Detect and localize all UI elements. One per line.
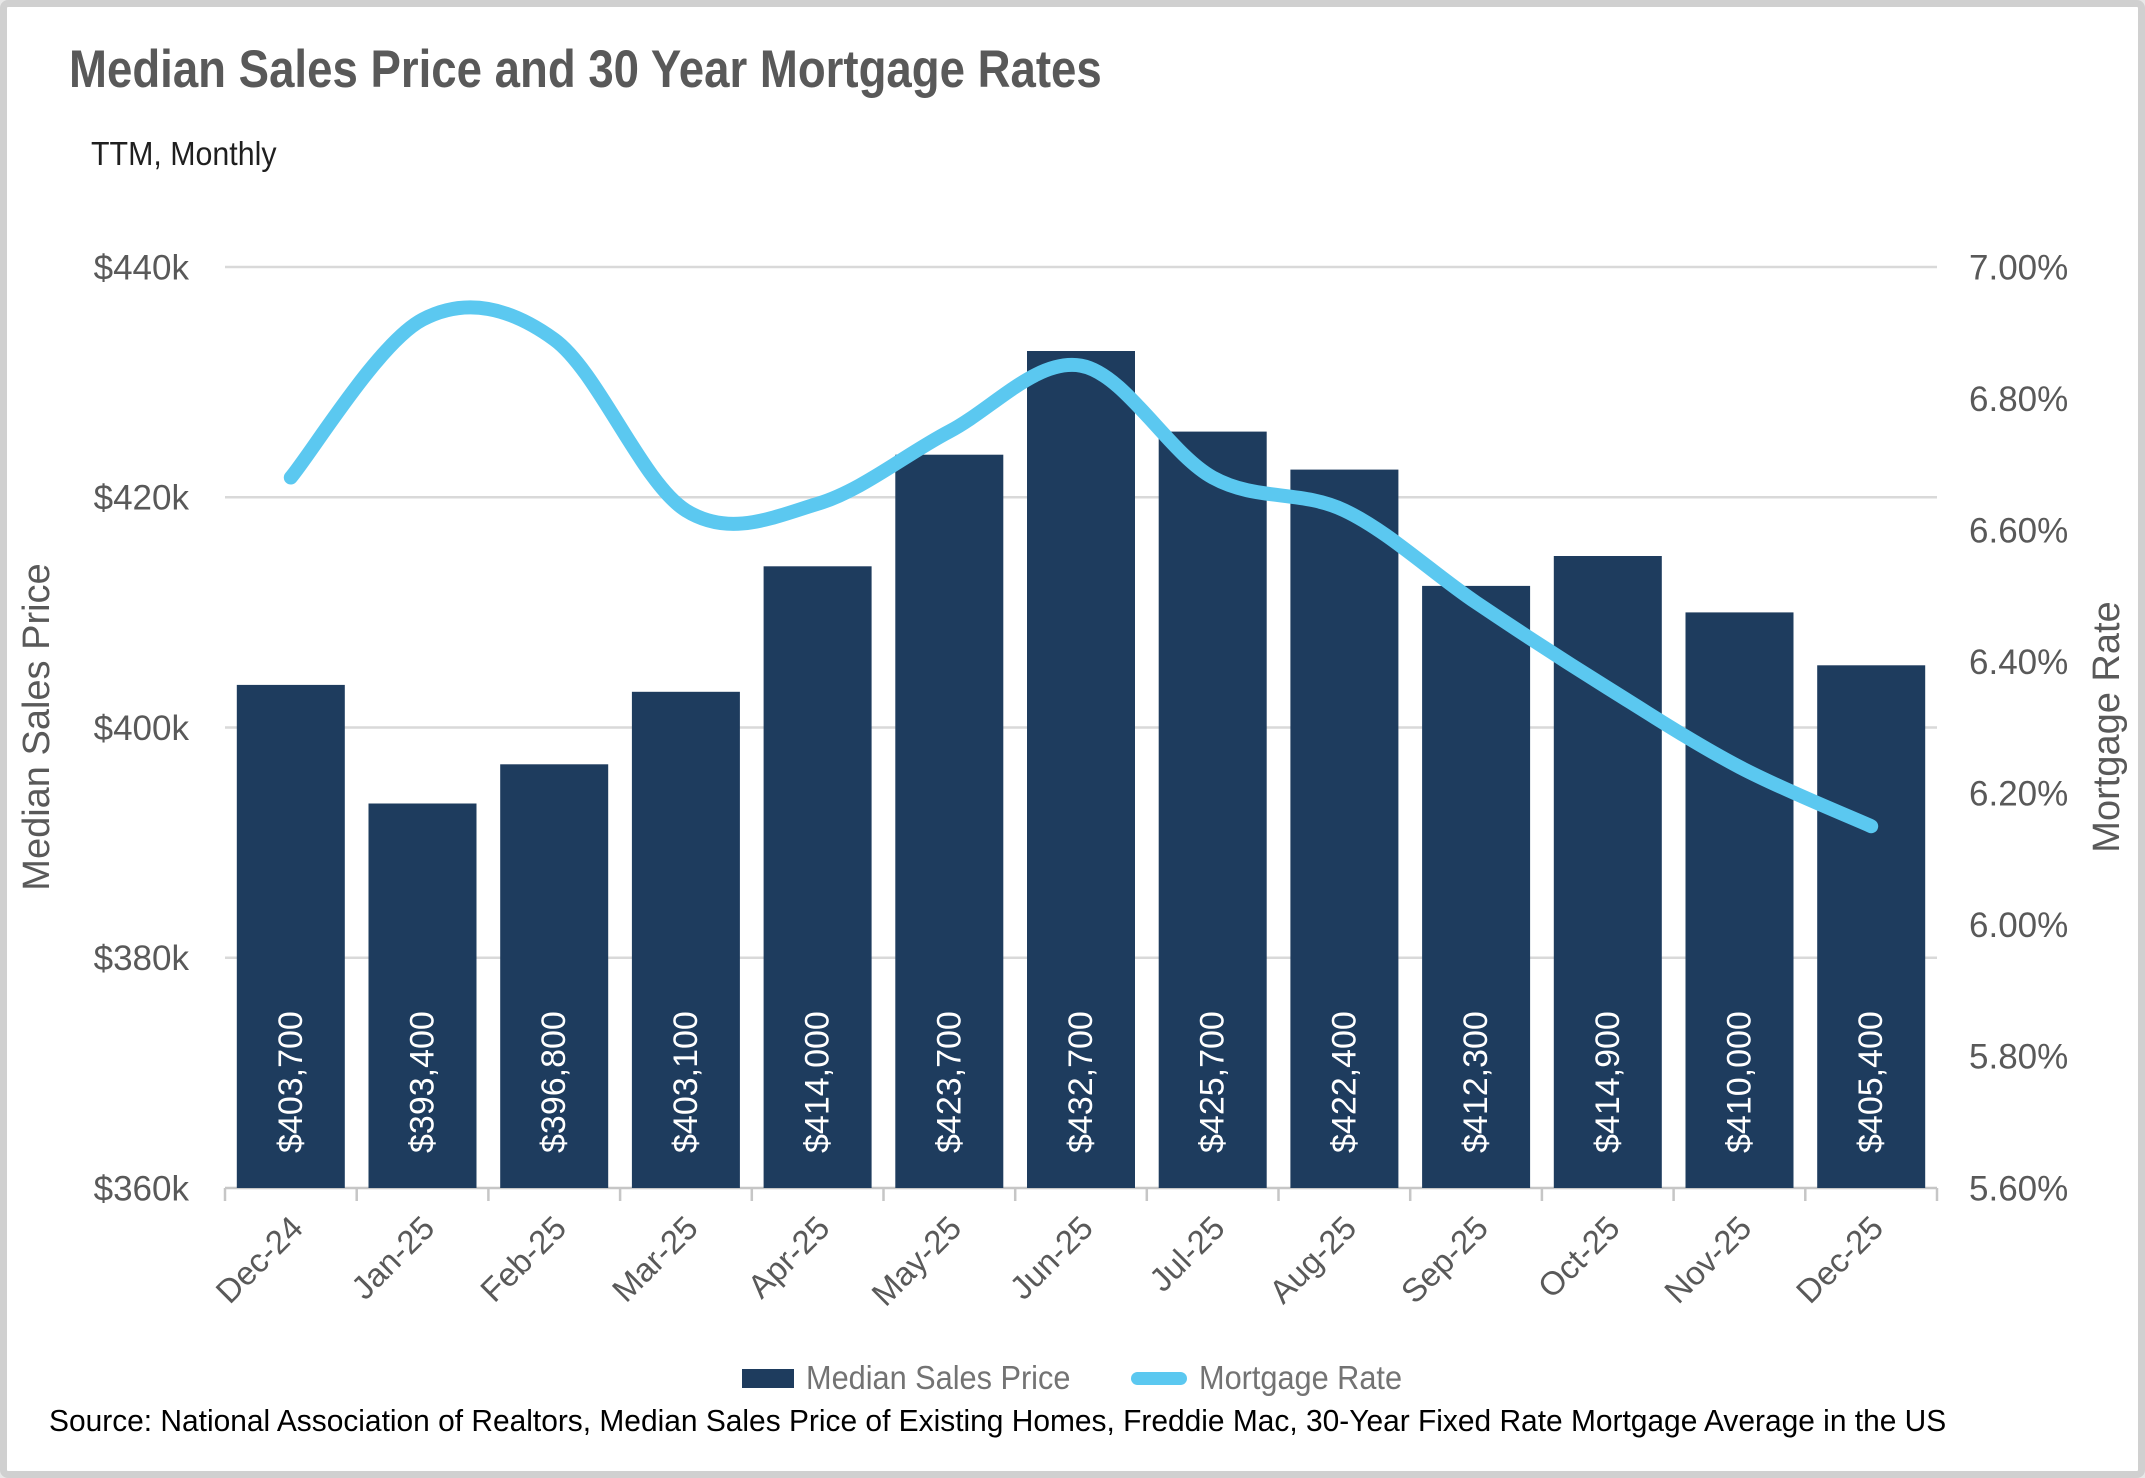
x-category-label: Aug-25	[1262, 1209, 1363, 1310]
bar-value-label: $432,700	[1062, 1011, 1100, 1153]
x-category-label: Dec-24	[208, 1209, 309, 1310]
bar-value-label: $423,700	[930, 1011, 968, 1153]
bar-Sep-25	[1422, 585, 1531, 1188]
x-category-label: Dec-25	[1789, 1209, 1890, 1310]
bar-value-label: $414,000	[799, 1011, 837, 1153]
bar-Dec-24	[236, 684, 345, 1188]
bar-value-label: $422,400	[1325, 1011, 1363, 1153]
x-category-label: Apr-25	[740, 1209, 836, 1305]
left-axis-tick-label: $380k	[94, 939, 190, 978]
bar-Aug-25	[1290, 469, 1399, 1189]
bar-Apr-25	[763, 566, 872, 1188]
x-category-label: Nov-25	[1657, 1209, 1758, 1310]
chart-title: Median Sales Price and 30 Year Mortgage …	[69, 40, 1102, 99]
right-axis-tick-label: 6.00%	[1969, 906, 2068, 945]
source-note: Source: National Association of Realtors…	[49, 1403, 1947, 1438]
right-axis-tick-label: 6.80%	[1969, 380, 2068, 419]
bar-Jun-25	[1027, 351, 1135, 1188]
left-axis-tick-label: $420k	[94, 479, 190, 518]
left-axis-tick-label: $440k	[94, 248, 190, 287]
right-axis-tick-label: 6.40%	[1969, 643, 2068, 682]
right-axis-tick-label: 6.20%	[1969, 775, 2068, 814]
bar-value-label: $414,900	[1589, 1011, 1627, 1153]
bar-value-label: $393,400	[404, 1011, 442, 1153]
x-category-label: Sep-25	[1394, 1209, 1495, 1310]
bar-value-label: $396,800	[535, 1011, 573, 1153]
legend-bar-label: Median Sales Price	[806, 1359, 1071, 1396]
x-category-label: Mar-25	[605, 1209, 705, 1309]
left-axis-tick-label: $400k	[94, 709, 190, 748]
bar-value-label: $403,100	[667, 1011, 705, 1153]
bar-value-label: $403,700	[272, 1011, 310, 1153]
right-axis-tick-label: 7.00%	[1969, 248, 2068, 287]
left-axis-tick-label: $360k	[94, 1169, 190, 1208]
bar-Dec-25	[1817, 665, 1926, 1188]
bar-series-swatch	[742, 1368, 795, 1388]
right-axis-tick-label: 6.60%	[1969, 511, 2068, 550]
bar-value-label: $412,300	[1457, 1011, 1495, 1153]
chart-legend: Median Sales Price Mortgage Rate	[7, 1353, 2138, 1403]
bar-May-25	[895, 454, 1004, 1188]
left-axis-title: Median Sales Price	[16, 563, 58, 890]
chart-subtitle: TTM, Monthly	[91, 135, 277, 172]
mortgage-rate-line	[283, 300, 1879, 834]
x-category-label: Jul-25	[1142, 1209, 1232, 1299]
x-category-label: Feb-25	[473, 1209, 573, 1309]
legend-line-label: Mortgage Rate	[1198, 1359, 1402, 1396]
bar-Feb-25	[500, 764, 609, 1188]
x-category-label: May-25	[864, 1209, 968, 1313]
bar-value-label: $425,700	[1194, 1011, 1232, 1153]
x-category-label: Oct-25	[1531, 1209, 1627, 1305]
combo-chart: $360k $380k $400k $420k $440k 5.60% 5.80% 6.00%…	[16, 248, 2128, 1313]
legend-item-mortgage-rate: Mortgage Rate	[1130, 1359, 1417, 1397]
bar-Nov-25	[1685, 612, 1794, 1188]
bar-Jan-25	[368, 803, 477, 1188]
right-axis-tick-label: 5.60%	[1969, 1169, 2068, 1208]
bar-value-label: $405,400	[1852, 1011, 1890, 1153]
right-axis-title: Mortgage Rate	[2086, 601, 2128, 852]
x-category-label: Jan-25	[344, 1209, 442, 1307]
bar-Jul-25	[1158, 431, 1267, 1189]
legend-item-median-sales-price: Median Sales Price	[742, 1359, 1090, 1397]
bar-value-label: $410,000	[1721, 1011, 1759, 1153]
right-axis-tick-label: 5.80%	[1969, 1038, 2068, 1077]
x-category-label: Jun-25	[1002, 1209, 1100, 1307]
line-series-swatch	[1130, 1371, 1187, 1385]
bar-Mar-25	[631, 691, 740, 1188]
